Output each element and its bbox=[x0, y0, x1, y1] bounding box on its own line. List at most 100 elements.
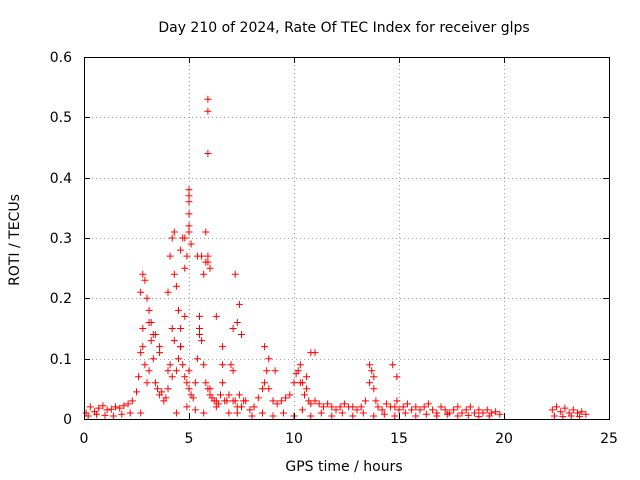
data-point bbox=[196, 312, 203, 320]
data-point bbox=[238, 331, 245, 338]
data-point bbox=[412, 412, 420, 420]
data-point bbox=[170, 270, 178, 278]
data-point bbox=[235, 300, 243, 308]
data-point bbox=[437, 403, 445, 411]
data-point bbox=[294, 367, 302, 375]
data-point bbox=[124, 400, 132, 408]
y-tick-label: 0 bbox=[63, 412, 72, 428]
data-point bbox=[135, 373, 143, 381]
data-point bbox=[189, 394, 197, 402]
data-point bbox=[196, 331, 203, 338]
y-tick-label: 0.2 bbox=[50, 291, 72, 307]
data-point bbox=[212, 312, 220, 320]
data-point bbox=[149, 355, 157, 363]
data-point bbox=[156, 343, 164, 351]
data-point bbox=[212, 403, 220, 411]
data-point bbox=[231, 270, 239, 278]
data-point bbox=[366, 379, 374, 387]
data-point bbox=[187, 240, 195, 248]
data-point bbox=[303, 385, 311, 393]
data-point bbox=[328, 412, 336, 420]
data-point bbox=[172, 409, 180, 417]
axis-ticks bbox=[84, 57, 610, 420]
data-point bbox=[183, 379, 191, 387]
data-point bbox=[301, 391, 308, 399]
data-point bbox=[166, 252, 174, 260]
data-point bbox=[164, 367, 172, 375]
data-point bbox=[582, 410, 590, 418]
data-point bbox=[181, 234, 189, 242]
y-axis-label: ROTI / TECUs bbox=[7, 194, 23, 286]
data-point bbox=[261, 379, 269, 387]
data-point bbox=[206, 264, 214, 272]
data-point bbox=[298, 406, 306, 414]
data-point bbox=[286, 391, 294, 399]
data-point bbox=[393, 397, 401, 405]
data-point bbox=[139, 343, 147, 351]
data-point bbox=[107, 405, 115, 413]
data-point bbox=[179, 361, 187, 369]
data-point bbox=[120, 402, 128, 410]
data-point bbox=[156, 349, 164, 357]
data-point bbox=[185, 385, 193, 393]
data-point bbox=[443, 410, 451, 418]
data-point bbox=[332, 406, 340, 414]
data-point bbox=[395, 406, 403, 414]
data-point bbox=[401, 409, 409, 417]
data-point bbox=[466, 403, 474, 411]
data-point bbox=[368, 367, 376, 375]
data-point bbox=[319, 403, 327, 411]
data-point bbox=[389, 361, 397, 369]
data-point bbox=[550, 412, 558, 420]
data-point bbox=[204, 95, 212, 103]
data-point bbox=[168, 373, 176, 381]
data-point bbox=[336, 403, 344, 411]
data-point bbox=[353, 406, 361, 414]
y-tick-label: 0.6 bbox=[50, 50, 72, 66]
data-point bbox=[95, 404, 103, 412]
chart-title: Day 210 of 2024, Rate Of TEC Index for r… bbox=[158, 20, 529, 36]
data-points bbox=[82, 95, 590, 421]
data-point bbox=[317, 409, 325, 417]
data-point bbox=[168, 234, 176, 242]
data-point bbox=[250, 403, 258, 411]
data-point bbox=[198, 337, 206, 345]
data-point bbox=[382, 400, 390, 408]
x-tick-labels: 0 5 10 15 20 25 bbox=[80, 431, 618, 447]
data-point bbox=[158, 388, 166, 396]
data-point bbox=[181, 264, 189, 272]
data-point bbox=[429, 406, 437, 414]
data-point bbox=[567, 412, 575, 420]
data-point bbox=[366, 361, 374, 369]
data-point bbox=[408, 406, 416, 414]
data-point bbox=[378, 406, 386, 414]
data-point bbox=[248, 412, 256, 420]
data-point bbox=[576, 413, 584, 421]
data-point bbox=[219, 379, 227, 387]
y-tick-label: 0.5 bbox=[50, 110, 72, 126]
data-point bbox=[471, 409, 479, 417]
y-tick-label: 0.1 bbox=[50, 352, 72, 368]
data-point bbox=[263, 367, 271, 375]
data-point bbox=[370, 373, 378, 381]
data-point bbox=[311, 349, 319, 357]
data-point bbox=[143, 379, 151, 387]
data-point bbox=[559, 413, 567, 421]
data-point bbox=[391, 412, 399, 420]
data-point bbox=[183, 252, 191, 260]
y-tick-labels: 0 0.1 0.2 0.3 0.4 0.5 0.6 bbox=[50, 50, 72, 428]
data-point bbox=[349, 412, 357, 420]
data-point bbox=[185, 228, 193, 236]
data-point bbox=[172, 282, 180, 290]
data-point bbox=[422, 410, 430, 418]
data-point bbox=[269, 397, 277, 405]
data-point bbox=[485, 412, 493, 420]
x-tick-label: 20 bbox=[495, 431, 513, 447]
data-point bbox=[133, 388, 140, 396]
data-point bbox=[118, 410, 126, 418]
data-point bbox=[475, 406, 483, 414]
data-point bbox=[496, 410, 504, 418]
data-point bbox=[307, 400, 315, 408]
data-point bbox=[483, 406, 491, 414]
data-point bbox=[112, 403, 119, 411]
